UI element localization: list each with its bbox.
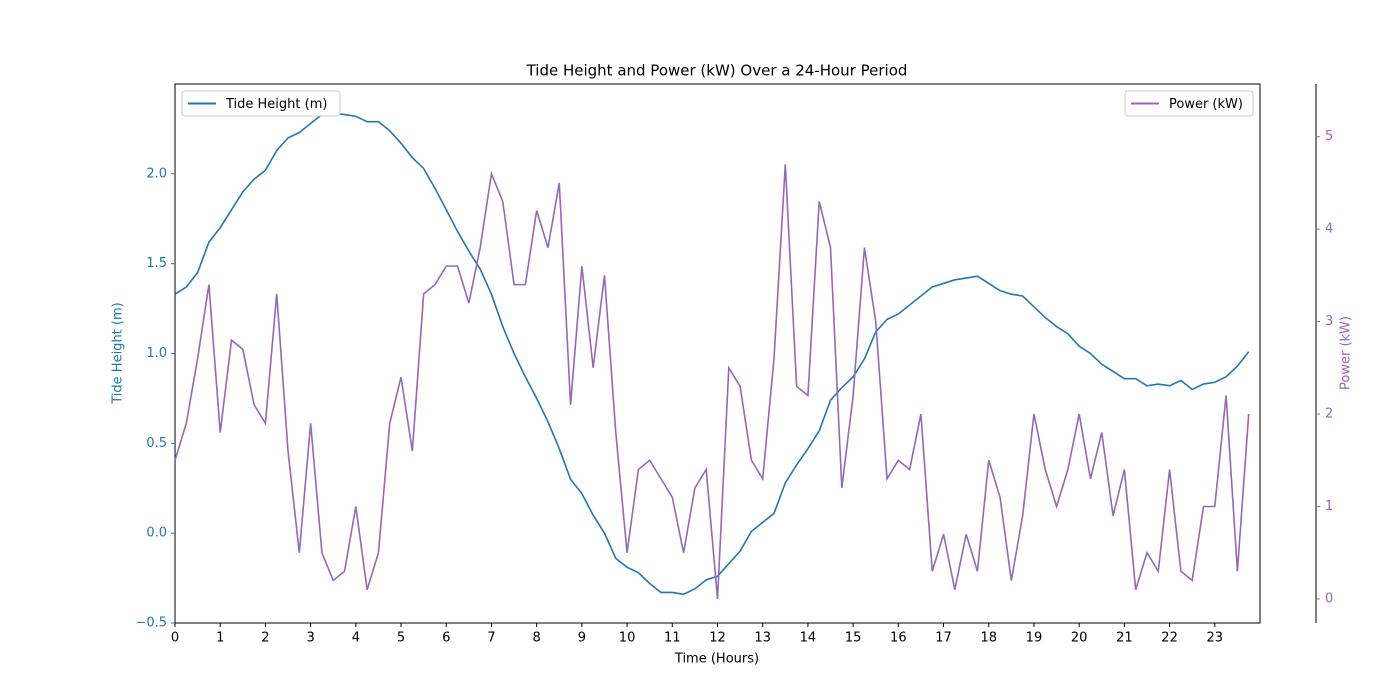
x-tick-label: 18 [980,631,997,646]
legend-label: Tide Height (m) [225,97,327,112]
x-tick-label: 19 [1026,631,1043,646]
y2-axis-label: Power (kW) [1339,316,1354,390]
legend-box [1124,90,1254,117]
x-tick-label: 22 [1161,631,1178,646]
y-tick-label: 2.0 [146,166,167,181]
x-tick-label: 2 [261,631,269,646]
y-axis-label: Tide Height (m) [111,302,126,404]
y-tick-label: 1.5 [146,256,167,271]
legend: Tide Height (m) [181,90,341,117]
x-tick-label: 7 [487,631,495,646]
x-tick-label: 20 [1071,631,1088,646]
data-line [174,111,1250,596]
y2-tick-label: 3 [1325,314,1333,329]
x-tick-label: 5 [397,631,405,646]
y-tick-label: −0.5 [135,616,167,631]
x-tick-label: 4 [352,631,360,646]
x-tick-label: 12 [709,631,726,646]
x-tick-label: 8 [533,631,541,646]
x-tick-label: 17 [935,631,952,646]
x-tick-label: 9 [578,631,586,646]
chart-title: Tide Height and Power (kW) Over a 24-Hou… [526,62,908,80]
y2-tick-label: 4 [1325,222,1333,237]
x-tick-label: 1 [216,631,224,646]
plot-frame [174,83,1261,624]
y-tick-label: 0.0 [146,526,167,541]
x-tick-label: 6 [442,631,450,646]
x-tick-label: 23 [1207,631,1224,646]
y-tick-label: 0.5 [146,436,167,451]
x-tick-label: 16 [890,631,907,646]
legend-label: Power (kW) [1169,97,1243,112]
y2-tick-label: 5 [1325,129,1333,144]
x-axis-label: Time (Hours) [674,652,759,667]
x-tick-label: 3 [306,631,314,646]
x-tick-label: 15 [845,631,862,646]
y2-tick-label: 2 [1325,407,1333,422]
legend: Power (kW) [1124,90,1254,117]
x-tick-label: 0 [171,631,179,646]
legend-box [181,90,341,117]
x-tick-label: 13 [754,631,771,646]
data-line [174,164,1250,600]
x-tick-label: 10 [619,631,636,646]
y2-tick-label: 0 [1325,591,1333,606]
y2-tick-label: 1 [1325,499,1333,514]
x-tick-label: 21 [1116,631,1133,646]
y-tick-label: 1.0 [146,346,167,361]
x-tick-label: 14 [800,631,817,646]
x-tick-label: 11 [664,631,681,646]
